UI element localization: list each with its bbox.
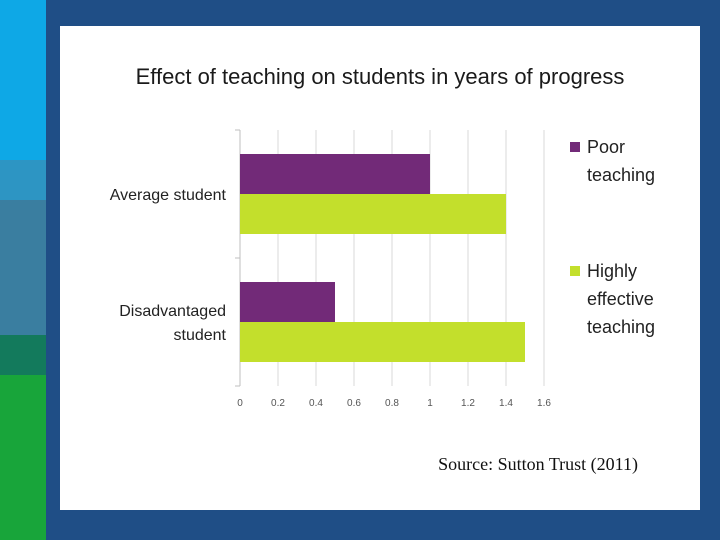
bar-chart: 0 0.2 0.4 0.6 0.8 1 1.2 1.4 1.6 Average student Di… xyxy=(110,129,655,409)
stripe-5 xyxy=(0,375,46,540)
bar xyxy=(240,194,506,234)
bar xyxy=(240,154,430,194)
legend-label: Highly effective teaching xyxy=(587,261,655,337)
x-tick-label: 1.2 xyxy=(461,398,475,409)
stripe-2 xyxy=(0,160,46,200)
legend-swatch xyxy=(570,142,580,152)
x-tick-label: 1 xyxy=(427,398,433,409)
stripe-4 xyxy=(0,335,46,375)
x-tick-label: 0.4 xyxy=(309,398,323,409)
x-tick-label: 0.6 xyxy=(347,398,361,409)
legend-swatch xyxy=(570,266,580,276)
chart-title: Effect of teaching on students in years … xyxy=(135,64,625,89)
bar xyxy=(240,322,525,362)
category-label: Average student xyxy=(110,187,227,204)
x-tick-label: 0.2 xyxy=(271,398,285,409)
x-tick-label: 0 xyxy=(237,398,243,409)
x-tick-label: 1.6 xyxy=(537,398,551,409)
stripe-1 xyxy=(0,0,46,160)
source-note: Source: Sutton Trust (2011) xyxy=(438,454,638,474)
x-tick-label: 0.8 xyxy=(385,398,399,409)
stripe-3 xyxy=(0,200,46,335)
x-tick-label: 1.4 xyxy=(499,398,513,409)
category-label: Disadvantaged student xyxy=(119,303,226,344)
slide-panel: Effect of teaching on students in years … xyxy=(60,26,700,510)
bar xyxy=(240,282,335,322)
legend-label: Poor teaching xyxy=(587,137,655,185)
